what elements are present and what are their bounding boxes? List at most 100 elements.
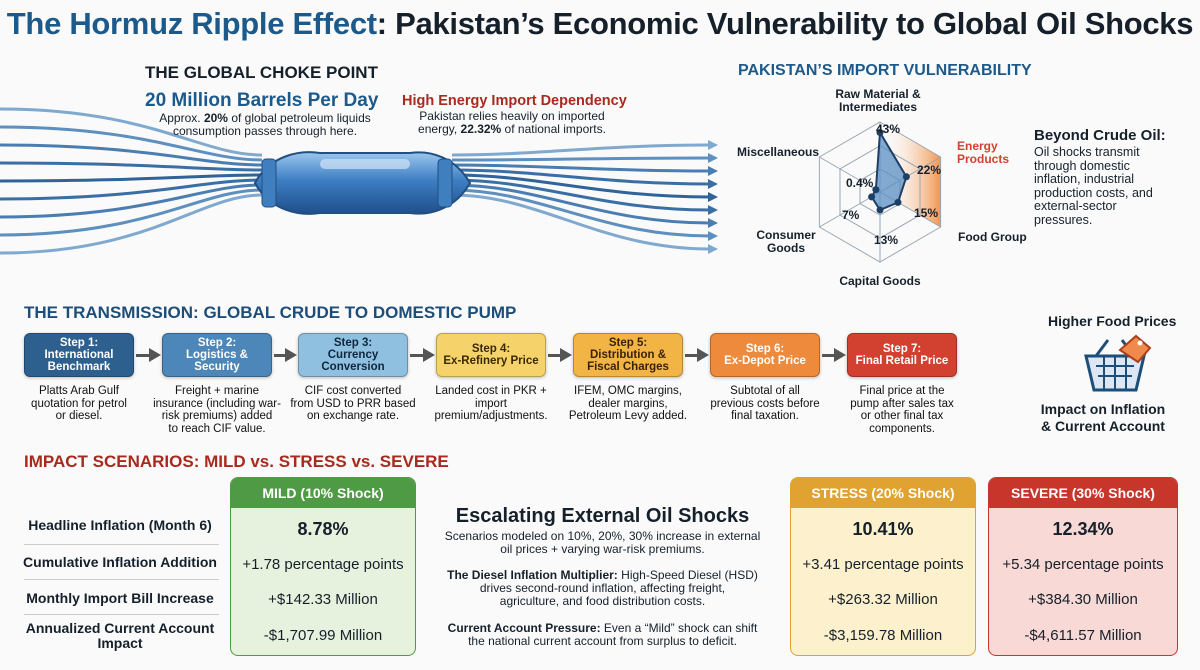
radar-point	[872, 186, 880, 194]
severe-import-bill: +$384.30 Million	[1028, 591, 1138, 608]
radar-label-consumer: Consumer Goods	[756, 228, 816, 255]
step-arrow	[548, 354, 561, 357]
flow-arrowhead	[708, 205, 718, 215]
severe-headline: 12.34%	[1052, 519, 1114, 539]
dependency-desc: Pakistan relies heavily on imported energ…	[418, 109, 606, 136]
dependency-heading: High Energy Import Dependency	[402, 93, 627, 109]
page-title: The Hormuz Ripple Effect: Pakistan’s Eco…	[0, 6, 1200, 42]
flow-arrowhead	[708, 166, 718, 176]
step-label: International	[44, 349, 114, 361]
transmission-step-7: Step 7: Final Retail Price	[847, 333, 957, 377]
row-label-current-account: Annualized Current Account Impact	[25, 620, 215, 651]
middle-title: Escalating External Oil Shocks	[455, 505, 750, 527]
flow-line-out	[451, 193, 711, 251]
step-label: Security	[194, 361, 240, 373]
mild-header: MILD (10% Shock)	[231, 478, 415, 508]
step-label: Ex-Depot Price	[724, 355, 806, 367]
import-radar-chart	[818, 121, 942, 263]
step-label: Ex-Refinery Price	[443, 355, 539, 367]
flow-line-out	[451, 173, 711, 199]
row-label-cumulative: Cumulative Inflation Addition	[23, 554, 217, 570]
radar-point	[902, 173, 910, 181]
flow-line-out	[451, 163, 711, 173]
flow-line-out	[451, 183, 711, 225]
radar-label-energy: Energy Products	[957, 139, 1010, 166]
step-label: Step 5:	[608, 337, 648, 349]
flow-arrowhead	[708, 192, 718, 202]
pipe-ring-left	[261, 158, 277, 208]
step-arrow-head	[697, 348, 709, 362]
radar-value-consumer: 7%	[842, 208, 860, 222]
stress-headline: 10.41%	[852, 519, 914, 539]
flow-line-in	[0, 178, 263, 201]
severe-current-account: -$4,611.57 Million	[1024, 627, 1142, 644]
radar-point	[894, 198, 902, 206]
severe-header: SEVERE (30% Shock)	[989, 478, 1177, 508]
transmission-step-desc-2: Freight + marine insurance (including war…	[153, 385, 281, 435]
transmission-heading: THE TRANSMISSION: GLOBAL CRUDE TO DOMEST…	[24, 303, 517, 322]
step-label: Step 7:	[882, 343, 922, 355]
mild-scenario-card: MILD (10% Shock) 8.78% +1.78 percentage …	[230, 477, 416, 656]
beyond-text: Oil shocks transmit through domestic infla…	[1034, 145, 1153, 227]
transmission-step-desc-7: Final price at the pump after sales tax or…	[850, 385, 954, 435]
step-label: Fiscal Charges	[587, 361, 669, 373]
choke-desc: Approx. 20% of global petroleum liquids c…	[159, 111, 371, 138]
transmission-step-desc-6: Subtotal of all previous costs before fina…	[710, 385, 820, 422]
step-label: Step 3:	[333, 337, 373, 349]
scenarios-heading: IMPACT SCENARIOS: MILD vs. STRESS vs. SE…	[24, 452, 449, 471]
step-arrow-head	[834, 348, 846, 362]
radar-grid	[818, 121, 942, 263]
row-label-import-bill: Monthly Import Bill Increase	[26, 590, 214, 606]
radar-value-raw: 43%	[876, 122, 901, 136]
step-label: Currency	[327, 349, 379, 361]
step-arrow	[410, 354, 424, 357]
transmission-step-3: Step 3: Currency Conversion	[298, 333, 408, 377]
radar-label-misc: Miscellaneous	[737, 145, 820, 159]
flow-arrowhead	[708, 231, 718, 241]
step-label: Step 4:	[471, 343, 511, 355]
choke-stat: 20 Million Barrels Per Day	[145, 90, 379, 111]
row-label-headline: Headline Inflation (Month 6)	[28, 517, 212, 533]
food-impact: Impact on Inflation & Current Account	[1040, 401, 1166, 434]
step-arrow-head	[285, 348, 297, 362]
middle-diesel: The Diesel Inflation Multiplier: High-Sp…	[447, 568, 758, 608]
step-arrow-head	[423, 348, 435, 362]
stress-current-account: -$3,159.78 Million	[823, 627, 943, 644]
mild-cumulative: +1.78 percentage points	[242, 556, 404, 573]
step-label: Final Retail Price	[855, 355, 949, 367]
flow-line-out	[451, 188, 711, 238]
step-arrow	[274, 354, 286, 357]
stress-header: STRESS (20% Shock)	[791, 478, 975, 508]
radar-label-raw-material: Raw Material & Intermediates	[835, 87, 921, 114]
step-label: Step 6:	[745, 343, 785, 355]
flow-line-in	[0, 188, 263, 237]
stress-scenario-card: STRESS (20% Shock) 10.41% +3.41 percenta…	[790, 477, 976, 656]
flow-line-in	[0, 125, 263, 162]
radar-value-misc: 0.4%	[846, 176, 874, 190]
stress-cumulative: +3.41 percentage points	[802, 556, 964, 573]
flow-line-out	[451, 168, 711, 186]
transmission-step-6: Step 6: Ex-Depot Price	[710, 333, 820, 377]
radar-point	[876, 206, 884, 214]
step-label: Step 2:	[197, 337, 237, 349]
radar-value-capital: 13%	[874, 233, 899, 247]
step-arrow-head	[560, 348, 572, 362]
flow-line-in	[0, 143, 263, 167]
transmission-step-desc-1: Platts Arab Gulf quotation for petrol or d…	[31, 385, 127, 422]
flow-line-in	[0, 183, 263, 219]
pipe-ring-right	[437, 158, 453, 208]
flow-line-out	[451, 143, 711, 157]
step-label: Logistics &	[186, 349, 248, 361]
basket-price-tag-icon	[1084, 334, 1152, 392]
flow-line-in	[0, 173, 263, 183]
title-highlight: The Hormuz Ripple Effect	[6, 6, 377, 41]
flow-arrowhead	[708, 153, 718, 163]
severe-cumulative: +5.34 percentage points	[1002, 556, 1164, 573]
food-title: Higher Food Prices	[1048, 313, 1177, 329]
imports-heading: PAKISTAN’S IMPORT VULNERABILITY	[738, 62, 1032, 79]
transmission-step-1: Step 1: International Benchmark	[24, 333, 134, 377]
middle-intro: Scenarios modeled on 10%, 20%, 30% incre…	[444, 529, 761, 556]
step-arrow	[685, 354, 698, 357]
middle-current-account: Current Account Pressure: Even a “Mild” …	[447, 621, 758, 648]
title-rest: : Pakistan’s Economic Vulnerability to G…	[376, 6, 1194, 41]
